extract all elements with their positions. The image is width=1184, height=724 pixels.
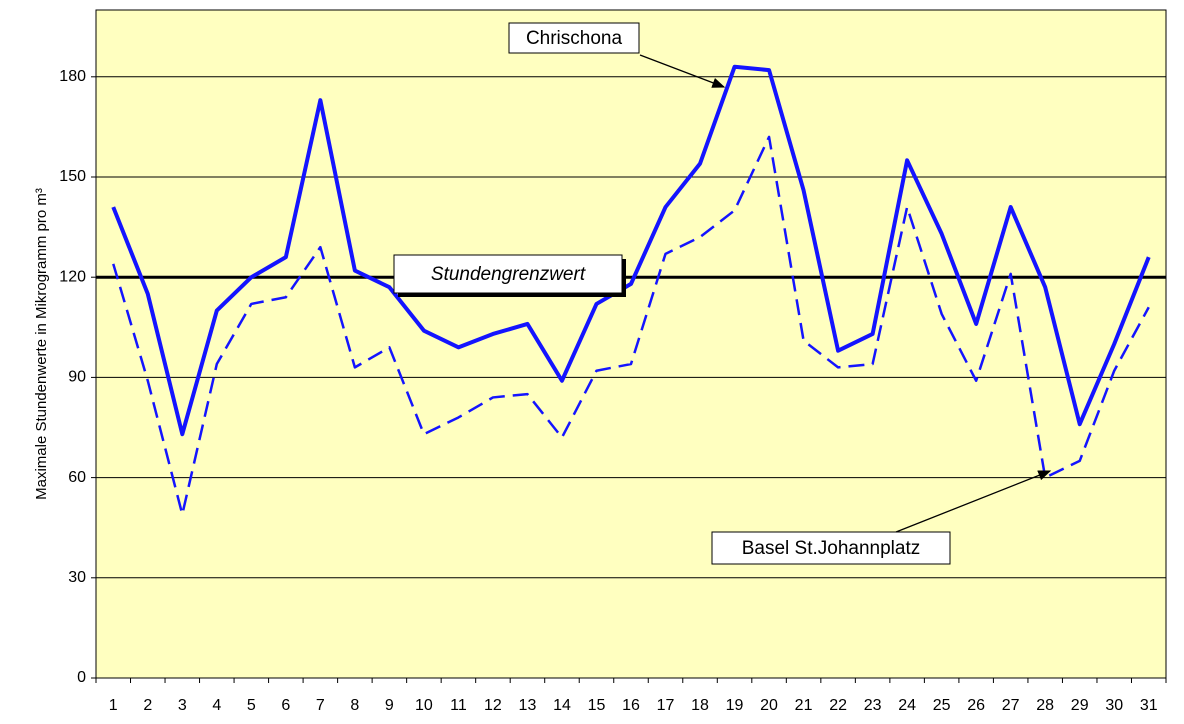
series-line xyxy=(112,135,1150,516)
x-tick-label: 14 xyxy=(553,697,571,714)
x-tick-label: 26 xyxy=(967,697,985,714)
x-tick-label: 22 xyxy=(829,697,847,714)
x-tick-label: 10 xyxy=(415,697,433,714)
x-tick-label: 5 xyxy=(247,697,256,714)
x-tick-label: 9 xyxy=(385,697,394,714)
x-tick-label: 18 xyxy=(691,697,709,714)
series-line xyxy=(111,64,1151,437)
x-tick-label: 30 xyxy=(1105,697,1123,714)
x-tick-label: 13 xyxy=(519,697,537,714)
x-tick-label: 3 xyxy=(178,697,187,714)
x-tick-label: 19 xyxy=(726,697,744,714)
x-tick-label: 21 xyxy=(795,697,813,714)
x-tick-label: 12 xyxy=(484,697,502,714)
y-tick-label: 180 xyxy=(59,68,86,85)
y-axis-label: Maximale Stundenwerte in Mikrogramm pro … xyxy=(33,188,50,500)
y-tick-label: 30 xyxy=(68,569,86,586)
y-tick-label: 0 xyxy=(77,669,86,686)
threshold-label-box xyxy=(393,254,623,294)
x-tick-label: 15 xyxy=(588,697,606,714)
x-tick-label: 2 xyxy=(143,697,152,714)
y-tick-label: 90 xyxy=(68,369,86,386)
x-tick-label: 31 xyxy=(1140,697,1158,714)
x-tick-label: 7 xyxy=(316,697,325,714)
x-tick-label: 25 xyxy=(933,697,951,714)
series-label: Chrischona xyxy=(526,28,623,49)
annotation-arrow xyxy=(639,54,726,88)
x-tick-label: 24 xyxy=(898,697,916,714)
x-tick-label: 28 xyxy=(1036,697,1054,714)
x-tick-label: 16 xyxy=(622,697,640,714)
annotation-arrow xyxy=(895,470,1052,533)
x-tick-label: 23 xyxy=(864,697,882,714)
y-tick-label: 150 xyxy=(59,168,86,185)
x-tick-label: 1 xyxy=(109,697,118,714)
x-tick-label: 29 xyxy=(1071,697,1089,714)
x-tick-label: 17 xyxy=(657,697,675,714)
series-label-box xyxy=(508,22,640,54)
y-tick-label: 120 xyxy=(59,268,86,285)
x-tick-label: 11 xyxy=(450,697,467,714)
y-tick-label: 60 xyxy=(68,469,86,486)
x-tick-label: 8 xyxy=(350,697,359,714)
threshold-label: Stundengrenzwert xyxy=(431,264,586,285)
series-label-box xyxy=(711,531,951,565)
x-tick-label: 6 xyxy=(281,697,290,714)
x-tick-label: 20 xyxy=(760,697,778,714)
series-label: Basel St.Johannplatz xyxy=(742,538,921,559)
x-tick-label: 4 xyxy=(212,697,221,714)
x-tick-label: 27 xyxy=(1002,697,1020,714)
